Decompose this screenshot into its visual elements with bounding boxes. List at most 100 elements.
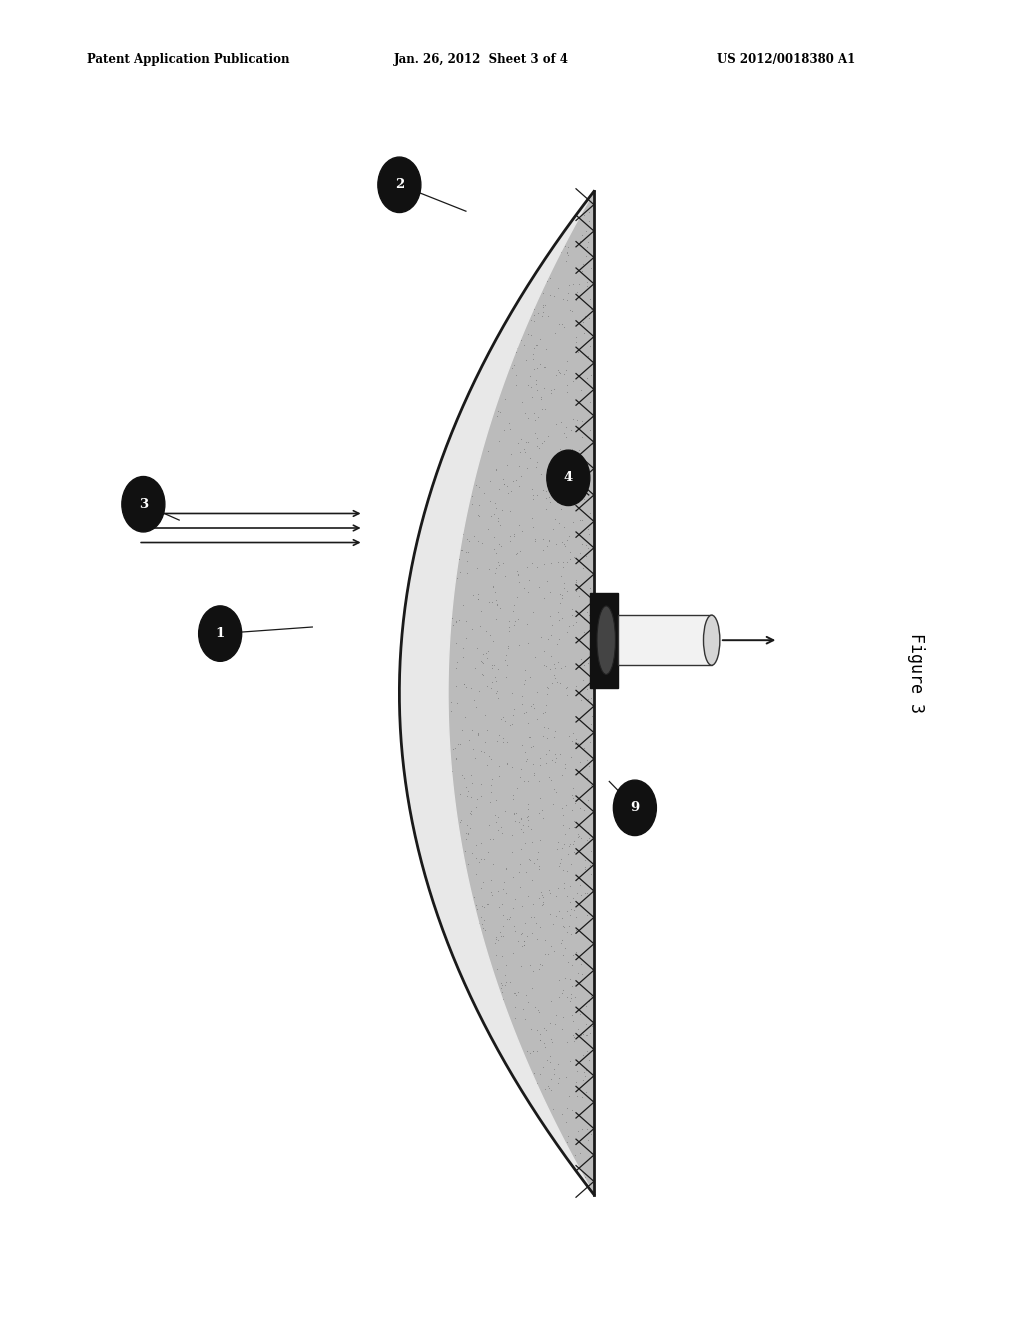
Point: [456, 496, 472, 517]
Point: [439, 492, 456, 513]
Point: [555, 222, 571, 243]
Point: [451, 549, 467, 570]
Point: [566, 1144, 583, 1166]
Point: [524, 516, 541, 537]
Point: [457, 870, 473, 891]
Point: [571, 826, 588, 847]
Point: [514, 735, 530, 756]
Point: [514, 935, 530, 956]
Point: [460, 920, 476, 941]
Point: [531, 1030, 548, 1051]
Point: [548, 781, 564, 803]
Point: [485, 829, 502, 850]
Point: [481, 591, 498, 612]
Point: [521, 726, 538, 747]
Point: [477, 1014, 494, 1035]
Point: [540, 717, 556, 738]
Point: [512, 540, 528, 561]
Point: [480, 1011, 497, 1032]
Point: [505, 470, 521, 491]
Point: [460, 780, 476, 801]
Point: [519, 557, 536, 578]
Point: [485, 346, 502, 367]
Point: [506, 698, 522, 719]
Point: [558, 289, 574, 310]
Point: [486, 527, 503, 548]
Point: [506, 594, 522, 615]
Point: [511, 766, 527, 787]
Point: [558, 677, 574, 698]
Point: [507, 920, 523, 941]
Point: [469, 589, 485, 610]
Point: [479, 719, 496, 741]
Point: [562, 1051, 579, 1072]
Point: [547, 508, 563, 529]
Point: [528, 380, 545, 401]
Point: [513, 838, 529, 859]
Point: [516, 931, 532, 952]
Point: [456, 673, 472, 694]
Point: [438, 841, 455, 862]
Point: [525, 488, 542, 510]
Point: [573, 426, 590, 447]
Point: [421, 626, 437, 647]
Point: [477, 381, 494, 403]
Point: [423, 609, 439, 630]
Point: [555, 422, 571, 444]
Point: [481, 744, 498, 766]
Point: [555, 227, 571, 248]
Point: [479, 640, 496, 661]
Point: [536, 640, 552, 661]
Point: [459, 814, 475, 836]
Point: [433, 807, 450, 828]
Point: [506, 888, 522, 909]
Point: [534, 463, 550, 484]
Point: [409, 669, 425, 690]
Point: [577, 1065, 593, 1086]
Point: [453, 404, 469, 425]
Point: [440, 627, 457, 648]
Polygon shape: [399, 191, 594, 1195]
Point: [553, 565, 569, 586]
Point: [413, 601, 429, 622]
Point: [568, 409, 585, 430]
Point: [461, 966, 477, 987]
Point: [457, 841, 473, 862]
Point: [513, 428, 529, 449]
Point: [520, 569, 537, 590]
Point: [516, 438, 532, 459]
Point: [565, 830, 582, 851]
Point: [481, 979, 498, 1001]
Point: [523, 832, 540, 853]
Point: [447, 657, 464, 678]
Point: [503, 480, 519, 502]
Point: [579, 829, 595, 850]
Point: [584, 642, 600, 663]
Point: [495, 904, 511, 925]
Point: [475, 909, 492, 931]
Point: [553, 411, 569, 432]
Point: [562, 549, 579, 570]
Point: [526, 762, 543, 783]
Point: [500, 482, 516, 503]
Point: [411, 536, 427, 557]
Point: [514, 685, 530, 706]
Point: [564, 1024, 581, 1045]
Point: [546, 379, 562, 400]
Point: [529, 999, 546, 1020]
Point: [565, 722, 582, 743]
Point: [575, 205, 592, 226]
Point: [561, 726, 578, 747]
Point: [524, 1040, 541, 1061]
Point: [559, 1131, 575, 1152]
Point: [552, 853, 568, 874]
Point: [562, 876, 579, 898]
Point: [487, 492, 504, 513]
Point: [496, 706, 512, 727]
Point: [487, 944, 504, 965]
Point: [488, 812, 505, 833]
Point: [483, 884, 500, 906]
Point: [581, 789, 597, 810]
Point: [558, 986, 574, 1007]
Point: [465, 440, 481, 461]
